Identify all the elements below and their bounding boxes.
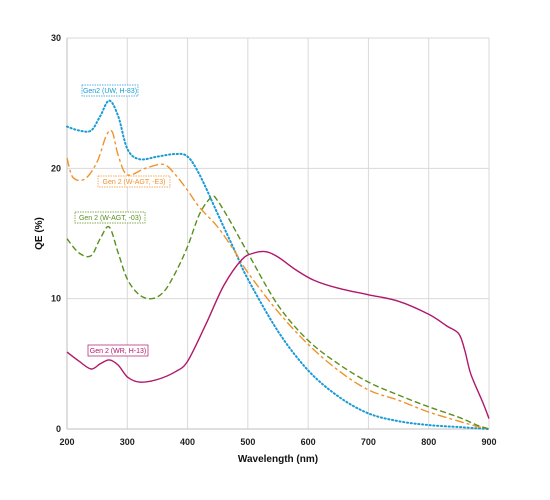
y-tick-label: 30 — [51, 33, 61, 43]
legend-text: Gen 2 (WR, H-13) — [90, 348, 146, 355]
legend-box — [74, 211, 146, 224]
chart-series — [66, 99, 490, 430]
legend-label-4: Gen 2 (WR, H-13) — [87, 344, 149, 357]
x-axis-title: Wavelength (nm) — [238, 454, 318, 465]
series-line-4 — [66, 250, 490, 419]
x-tick-label: 200 — [59, 437, 74, 447]
y-tick-label: 0 — [56, 424, 61, 434]
legend-box — [97, 175, 171, 188]
chart-grid — [67, 37, 490, 429]
y-axis-title: QE (%) — [34, 217, 45, 250]
y-tick-label: 10 — [51, 294, 61, 304]
x-tick-label: 500 — [240, 437, 255, 447]
legend-text: Gen 2 (W-AGT, -03) — [79, 215, 141, 222]
legend-box — [81, 84, 139, 97]
chart-ticks: 200 300 400 500 600 700 800 900 0 10 20 30 — [51, 33, 497, 447]
x-tick-label: 400 — [180, 437, 195, 447]
x-tick-label: 300 — [120, 437, 135, 447]
legend-text: Gen 2 (W-AGT, -E3) — [103, 179, 166, 186]
x-tick-label: 600 — [301, 437, 316, 447]
chart-axes — [66, 38, 489, 430]
legend-label-3: Gen 2 (W-AGT, -03) — [74, 211, 146, 224]
legend-text: Gen2 (UW, H-83) — [83, 88, 137, 95]
legend-label-2: Gen 2 (W-AGT, -E3) — [97, 175, 171, 188]
legend-label-1: Gen2 (UW, H-83) — [81, 84, 139, 97]
series-line-1 — [66, 99, 490, 430]
x-tick-label: 700 — [361, 437, 376, 447]
y-tick-label: 20 — [51, 163, 61, 173]
legend-box — [87, 344, 149, 357]
series-line-3 — [66, 195, 490, 430]
series-line-2 — [66, 129, 490, 430]
x-tick-label: 800 — [421, 437, 436, 447]
x-tick-label: 900 — [481, 437, 496, 447]
chart-legends: Gen2 (UW, H-83) Gen 2 (W-AGT, -E3) Gen 2 (… — [74, 84, 171, 357]
